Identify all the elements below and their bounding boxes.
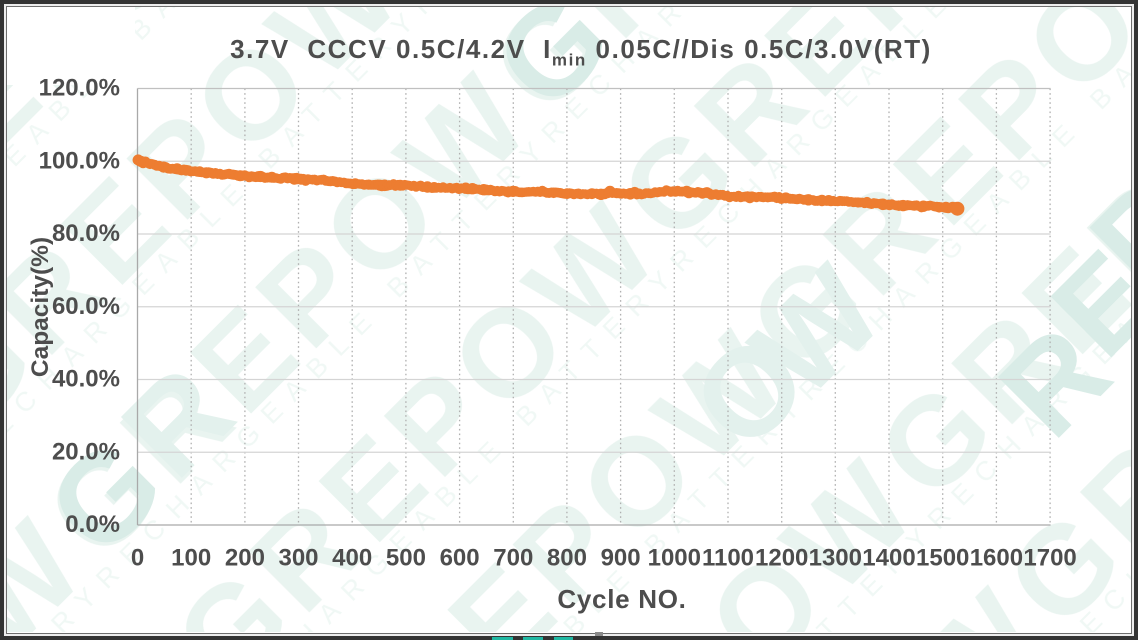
svg-text:100.0%: 100.0% (39, 147, 120, 174)
svg-text:400: 400 (332, 545, 372, 572)
svg-text:1700: 1700 (1023, 545, 1076, 572)
svg-text:300: 300 (278, 545, 318, 572)
svg-text:1600: 1600 (970, 545, 1023, 572)
svg-text:200: 200 (225, 545, 265, 572)
svg-text:Cycle NO.: Cycle NO. (557, 584, 686, 614)
svg-text:100: 100 (171, 545, 211, 572)
svg-text:1000: 1000 (648, 545, 701, 572)
svg-text:1200: 1200 (755, 545, 808, 572)
svg-text:600: 600 (440, 545, 480, 572)
svg-text:40.0%: 40.0% (52, 366, 120, 393)
svg-text:800: 800 (547, 545, 587, 572)
svg-text:0: 0 (131, 545, 144, 572)
svg-text:1100: 1100 (702, 545, 754, 572)
svg-text:900: 900 (601, 545, 641, 572)
svg-text:80.0%: 80.0% (52, 220, 120, 247)
svg-text:60.0%: 60.0% (52, 293, 120, 320)
svg-text:1500: 1500 (916, 545, 969, 572)
svg-text:20.0%: 20.0% (52, 438, 120, 465)
svg-text:500: 500 (386, 545, 426, 572)
svg-text:0.0%: 0.0% (65, 511, 120, 538)
svg-text:700: 700 (493, 545, 533, 572)
svg-text:120.0%: 120.0% (39, 75, 120, 102)
svg-text:1300: 1300 (809, 545, 862, 572)
svg-text:Capacity(%): Capacity(%) (27, 237, 54, 377)
svg-text:1400: 1400 (862, 545, 915, 572)
